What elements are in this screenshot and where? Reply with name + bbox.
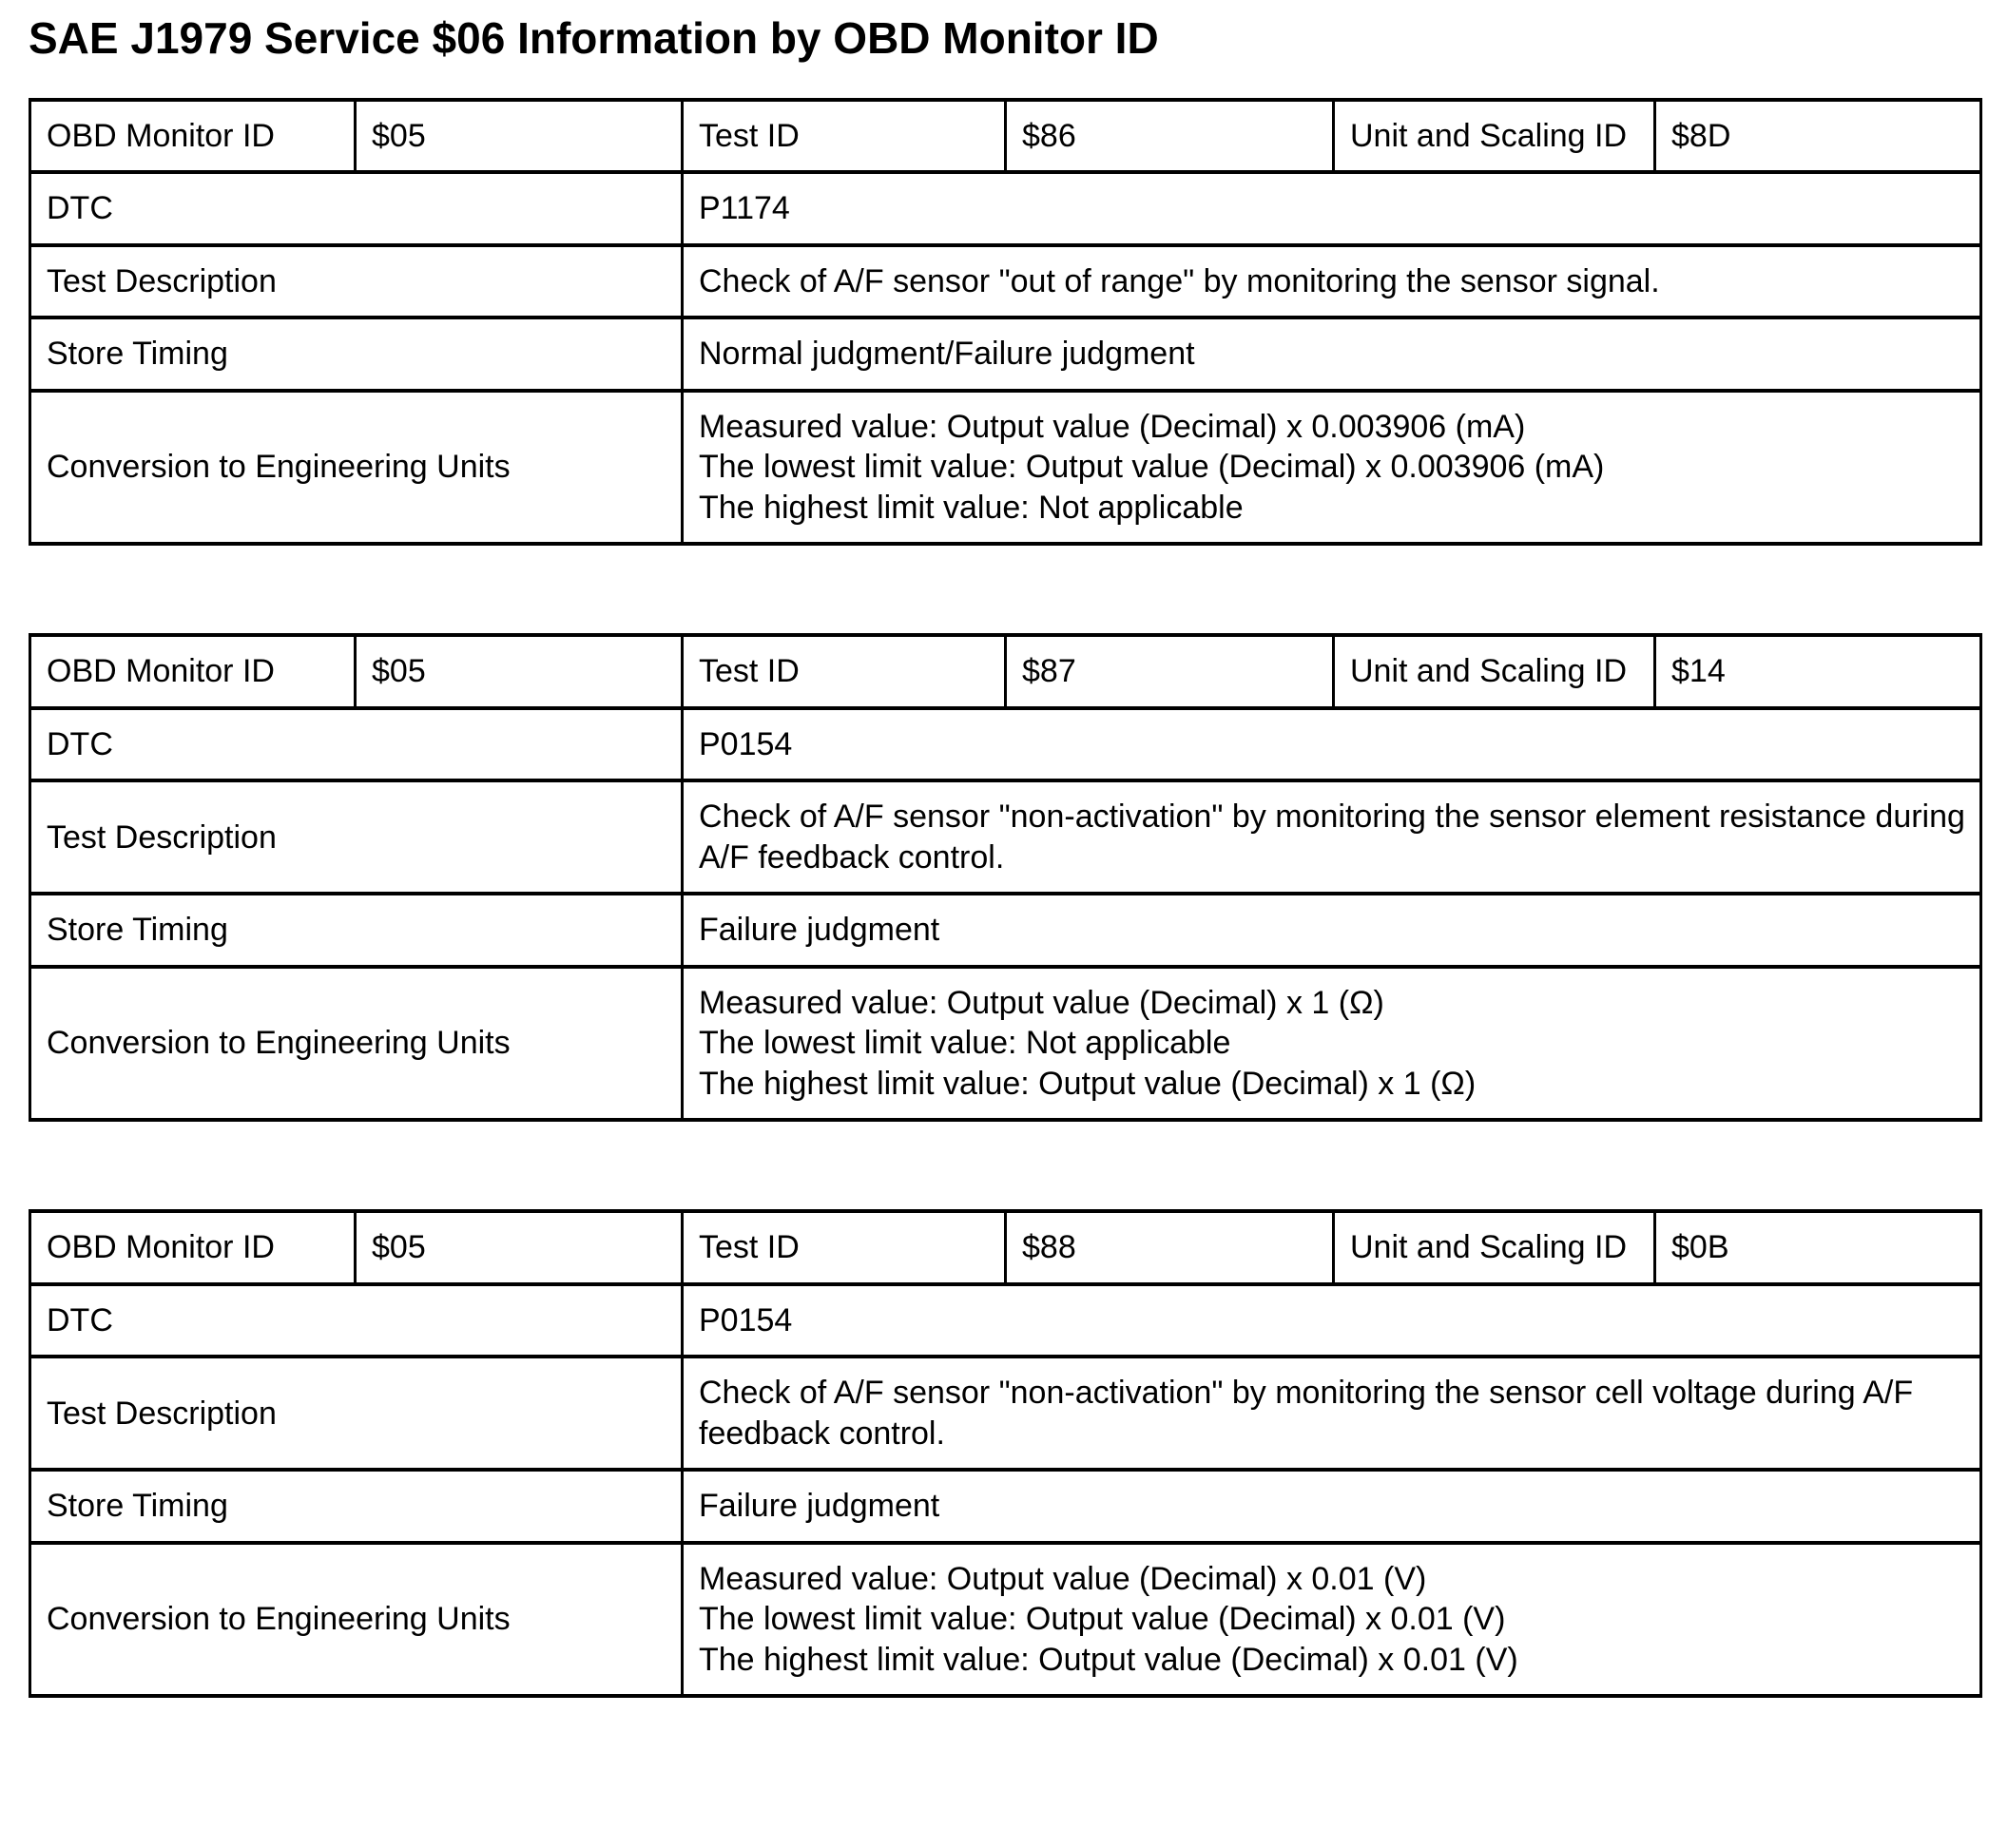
- test-id-label: Test ID: [681, 1209, 1007, 1286]
- table-row: Test Description Check of A/F sensor "no…: [29, 1355, 1982, 1473]
- test-description-label: Test Description: [29, 1355, 684, 1473]
- conversion-line: The highest limit value: Not applicable: [699, 489, 1244, 526]
- dtc-value: P1174: [681, 170, 1982, 247]
- table-row: DTC P1174: [29, 170, 1982, 247]
- conversion-line: The lowest limit value: Output value (De…: [699, 449, 1605, 486]
- store-timing-value: Failure judgment: [681, 892, 1982, 969]
- table-row: Conversion to Engineering Units Measured…: [29, 388, 1982, 547]
- test-description-value: Check of A/F sensor "non-activation" by …: [681, 1355, 1982, 1473]
- table-row: Store Timing Failure judgment: [29, 892, 1982, 969]
- conversion-label: Conversion to Engineering Units: [29, 1540, 684, 1699]
- table-row: OBD Monitor ID $05 Test ID $87 Unit and …: [29, 633, 1982, 710]
- unit-scaling-id-value: $14: [1653, 633, 1982, 710]
- conversion-line: The highest limit value: Output value (D…: [699, 1641, 1518, 1678]
- test-id-value: $87: [1004, 633, 1335, 710]
- dtc-value: P0154: [681, 1281, 1982, 1359]
- obd-monitor-table-1: OBD Monitor ID $05 Test ID $86 Unit and …: [29, 97, 1982, 547]
- conversion-value: Measured value: Output value (Decimal) x…: [681, 1540, 1982, 1699]
- table-row: Test Description Check of A/F sensor "no…: [29, 779, 1982, 896]
- obd-monitor-id-label: OBD Monitor ID: [29, 1209, 357, 1286]
- conversion-line: The lowest limit value: Output value (De…: [699, 1601, 1506, 1638]
- obd-monitor-id-label: OBD Monitor ID: [29, 97, 357, 175]
- unit-scaling-id-label: Unit and Scaling ID: [1332, 1209, 1656, 1286]
- table-row: Store Timing Normal judgment/Failure jud…: [29, 316, 1982, 393]
- store-timing-label: Store Timing: [29, 1468, 684, 1545]
- test-description-value: Check of A/F sensor "out of range" by mo…: [681, 242, 1982, 320]
- obd-monitor-table-2: OBD Monitor ID $05 Test ID $87 Unit and …: [29, 633, 1982, 1123]
- unit-scaling-id-value: $8D: [1653, 97, 1982, 175]
- dtc-label: DTC: [29, 705, 684, 783]
- unit-scaling-id-label: Unit and Scaling ID: [1332, 97, 1656, 175]
- obd-monitor-id-value: $05: [354, 633, 684, 710]
- test-id-label: Test ID: [681, 97, 1007, 175]
- unit-scaling-id-label: Unit and Scaling ID: [1332, 633, 1656, 710]
- conversion-value: Measured value: Output value (Decimal) x…: [681, 388, 1982, 547]
- conversion-label: Conversion to Engineering Units: [29, 388, 684, 547]
- table-row: DTC P0154: [29, 1281, 1982, 1359]
- document-title: SAE J1979 Service $06 Information by OBD…: [29, 13, 1159, 63]
- dtc-label: DTC: [29, 170, 684, 247]
- conversion-line: The lowest limit value: Not applicable: [699, 1025, 1231, 1062]
- unit-scaling-id-value: $0B: [1653, 1209, 1982, 1286]
- obd-monitor-id-value: $05: [354, 97, 684, 175]
- table-row: Store Timing Failure judgment: [29, 1468, 1982, 1545]
- test-description-label: Test Description: [29, 779, 684, 896]
- store-timing-label: Store Timing: [29, 316, 684, 393]
- conversion-line: Measured value: Output value (Decimal) x…: [699, 984, 1384, 1021]
- test-description-label: Test Description: [29, 242, 684, 320]
- conversion-value: Measured value: Output value (Decimal) x…: [681, 964, 1982, 1123]
- store-timing-value: Normal judgment/Failure judgment: [681, 316, 1982, 393]
- dtc-value: P0154: [681, 705, 1982, 783]
- conversion-line: The highest limit value: Output value (D…: [699, 1065, 1477, 1102]
- table-row: Conversion to Engineering Units Measured…: [29, 1540, 1982, 1699]
- store-timing-value: Failure judgment: [681, 1468, 1982, 1545]
- table-row: Test Description Check of A/F sensor "ou…: [29, 242, 1982, 320]
- table-row: OBD Monitor ID $05 Test ID $88 Unit and …: [29, 1209, 1982, 1286]
- test-id-label: Test ID: [681, 633, 1007, 710]
- table-row: DTC P0154: [29, 705, 1982, 783]
- conversion-line: Measured value: Output value (Decimal) x…: [699, 408, 1526, 445]
- conversion-label: Conversion to Engineering Units: [29, 964, 684, 1123]
- obd-monitor-table-3: OBD Monitor ID $05 Test ID $88 Unit and …: [29, 1209, 1982, 1699]
- conversion-line: Measured value: Output value (Decimal) x…: [699, 1560, 1427, 1597]
- test-id-value: $88: [1004, 1209, 1335, 1286]
- test-description-value: Check of A/F sensor "non-activation" by …: [681, 779, 1982, 896]
- obd-monitor-id-label: OBD Monitor ID: [29, 633, 357, 710]
- dtc-label: DTC: [29, 1281, 684, 1359]
- store-timing-label: Store Timing: [29, 892, 684, 969]
- table-row: Conversion to Engineering Units Measured…: [29, 964, 1982, 1123]
- obd-monitor-id-value: $05: [354, 1209, 684, 1286]
- table-row: OBD Monitor ID $05 Test ID $86 Unit and …: [29, 97, 1982, 175]
- test-id-value: $86: [1004, 97, 1335, 175]
